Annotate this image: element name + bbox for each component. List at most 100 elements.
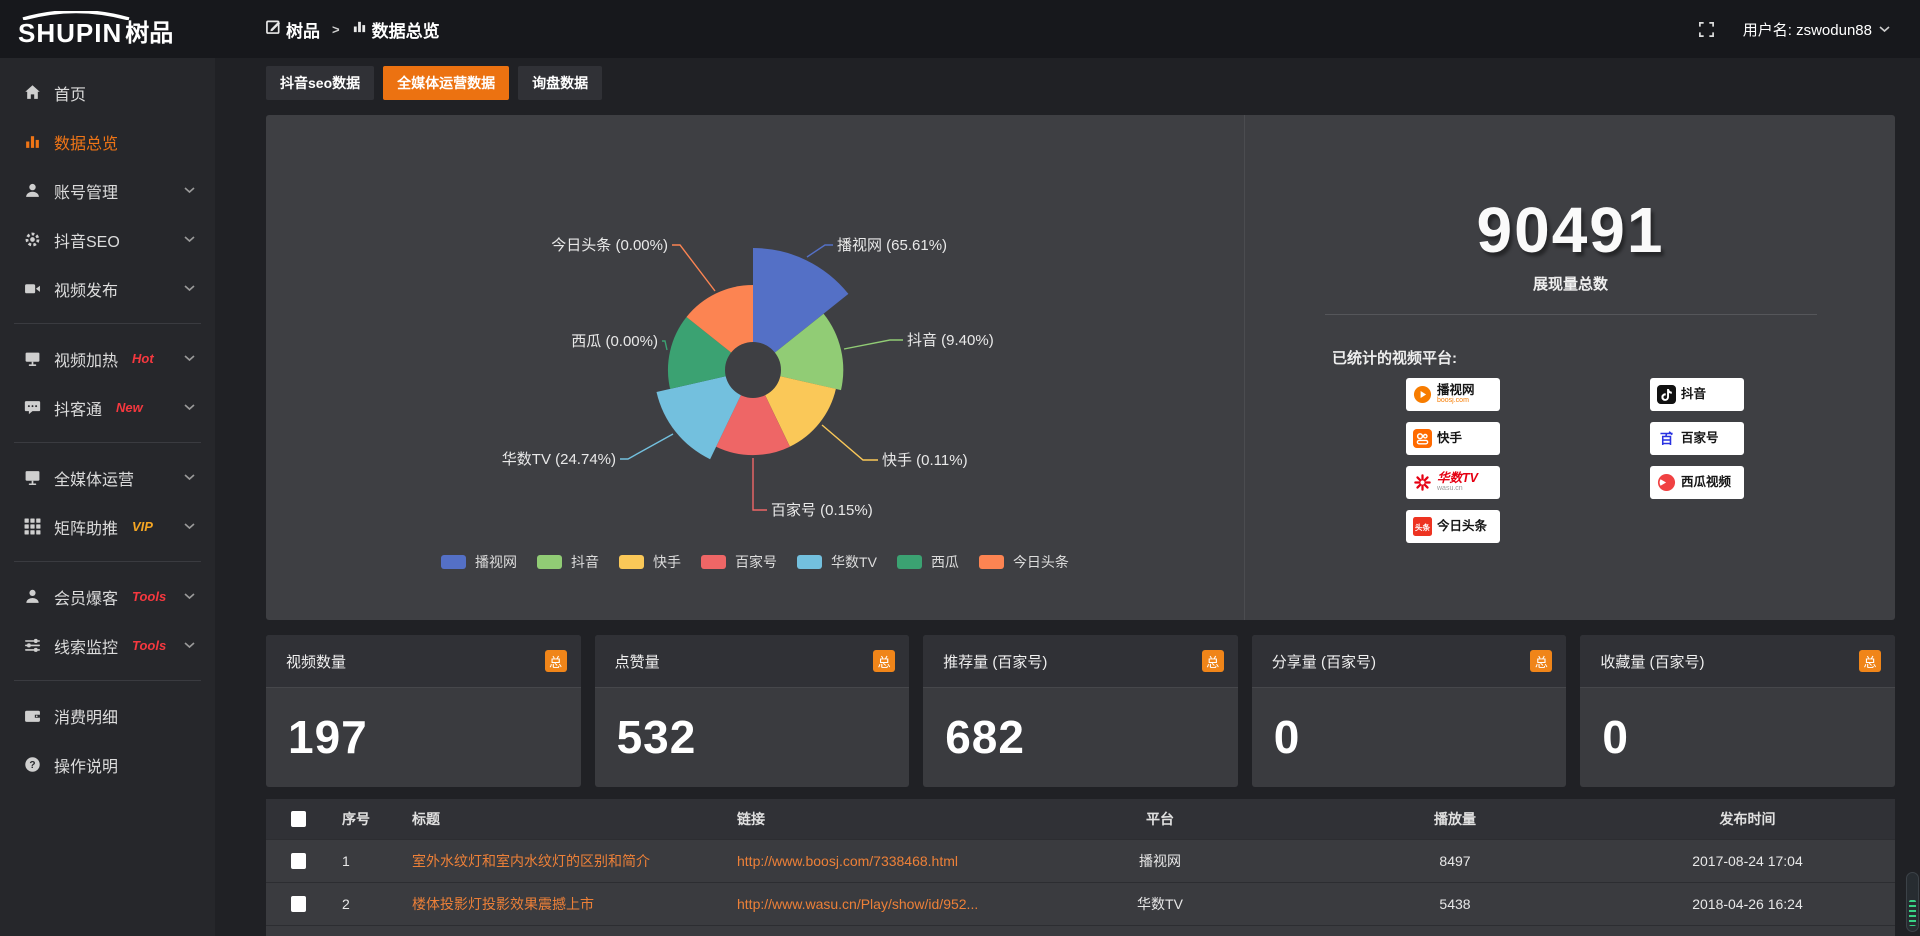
- pie-slice-1[interactable]: [753, 247, 849, 370]
- index-cell: 1: [342, 852, 350, 869]
- stat-card-value: 682: [945, 711, 1025, 763]
- app-logo[interactable]: SHUPIN 树品: [0, 11, 215, 47]
- baijiahao-logo: 百: [1657, 429, 1676, 448]
- url-link[interactable]: http://www.boosj.com/7338468.html: [737, 852, 959, 869]
- sidebar-item-8[interactable]: 全媒体运营: [0, 453, 215, 502]
- stat-card-title: 点赞量: [614, 653, 660, 671]
- platform-badge[interactable]: 快手: [1406, 422, 1500, 455]
- stat-card-value: 0: [1602, 711, 1629, 763]
- total-badge: 总: [1530, 650, 1553, 672]
- legend-item[interactable]: 华数TV: [797, 552, 877, 572]
- user-icon: [24, 182, 41, 199]
- row-checkbox[interactable]: [290, 895, 306, 912]
- playcount-cell: 8497: [1439, 852, 1471, 869]
- sidebar-item-1[interactable]: 首页: [0, 68, 215, 117]
- pie-slice-5[interactable]: [656, 370, 754, 460]
- stat-card-value: 532: [616, 711, 697, 763]
- sidebar-item-label: 消费明细: [54, 709, 119, 727]
- playcount-cell: 5438: [1439, 895, 1471, 912]
- sidebar-item-3[interactable]: 账号管理: [0, 166, 215, 215]
- platform-badge[interactable]: 播视网 boosj.com: [1406, 378, 1500, 411]
- stat-card-title: 推荐量 (百家号): [943, 653, 1048, 671]
- user-menu[interactable]: 用户名: zswodun88: [1743, 19, 1890, 40]
- select-all-cell: [266, 799, 330, 839]
- legend-swatch: [537, 555, 563, 569]
- stat-card-header: 分享量 (百家号) 总: [1251, 635, 1567, 688]
- logo-text-cn: 树品: [125, 19, 174, 47]
- sidebar-item-6[interactable]: 视频加热 Hot: [0, 334, 215, 383]
- sidebar-item-12[interactable]: 消费明细: [0, 691, 215, 740]
- total-badge: 总: [1858, 650, 1881, 672]
- platforms-title: 已统计的视频平台:: [1332, 350, 1457, 368]
- sidebar-item-13[interactable]: ? 操作说明: [0, 740, 215, 789]
- stat-card-title: 视频数量: [286, 653, 347, 671]
- column-header: 平台: [1146, 810, 1174, 827]
- row-select-cell: [266, 925, 330, 936]
- sidebar-item-tag: New: [116, 400, 143, 415]
- sidebar-divider: [14, 323, 201, 324]
- breadcrumb-current[interactable]: 数据总览: [352, 17, 440, 42]
- sidebar-item-5[interactable]: 视频发布: [0, 264, 215, 313]
- pie-slice-3[interactable]: [753, 370, 836, 447]
- sidebar-item-4[interactable]: 抖音SEO: [0, 215, 215, 264]
- title-link[interactable]: 楼体投影灯投影效果震撼上市: [412, 895, 594, 912]
- platform-cell: 华数TV: [1137, 895, 1183, 912]
- select-all-checkbox[interactable]: [290, 810, 306, 827]
- tab-1[interactable]: 抖音seo数据: [266, 66, 375, 100]
- column-header: 播放量: [1434, 810, 1476, 827]
- platform-text: 华数TV wasu.cn: [1437, 472, 1478, 493]
- stat-card-1: 视频数量 总 197: [266, 635, 581, 787]
- sidebar-item-7[interactable]: 抖客通 New: [0, 383, 215, 432]
- chevron-down-icon: [184, 187, 195, 194]
- pie-label-leader: [672, 244, 716, 292]
- row-select-cell: [266, 882, 330, 925]
- platform-subtext: wasu.cn: [1437, 485, 1463, 493]
- legend-item[interactable]: 播视网: [441, 552, 517, 572]
- fullscreen-icon[interactable]: [1698, 21, 1715, 38]
- breadcrumb-home[interactable]: 树品: [266, 17, 320, 42]
- sidebar-item-label: 矩阵助推: [54, 520, 119, 538]
- sidebar-item-10[interactable]: 会员爆客 Tools: [0, 572, 215, 621]
- sidebar-item-label: 账号管理: [54, 184, 119, 202]
- tab-3[interactable]: 询盘数据: [518, 66, 603, 100]
- chart-legend: 播视网 抖音 快手 百家号 华数TV 西瓜 今日头条: [266, 552, 1244, 572]
- url-link[interactable]: http://www.wasu.cn/Play/show/id/952...: [737, 895, 979, 912]
- title-link[interactable]: 室外水纹灯和室内水纹灯的区别和简介: [412, 852, 650, 869]
- sidebar-item-label: 数据总览: [54, 135, 119, 153]
- sidebar-item-label: 视频发布: [54, 282, 119, 300]
- sidebar-item-2[interactable]: 数据总览: [0, 117, 215, 166]
- stat-card-5: 收藏量 (百家号) 总 0: [1580, 635, 1895, 787]
- sidebar-item-label: 视频加热: [54, 352, 119, 370]
- legend-item[interactable]: 百家号: [701, 552, 777, 572]
- pie-slice-4[interactable]: [716, 370, 790, 456]
- scrollbar-thumb[interactable]: [1906, 872, 1919, 932]
- sidebar-item-9[interactable]: 矩阵助推 VIP: [0, 502, 215, 551]
- legend-item[interactable]: 西瓜: [896, 552, 959, 572]
- platform-name: 今日头条: [1437, 518, 1488, 533]
- platform-badge[interactable]: 华数TV wasu.cn: [1406, 466, 1500, 499]
- legend-item[interactable]: 抖音: [537, 552, 599, 572]
- url-link: [725, 925, 1010, 936]
- legend-item[interactable]: 快手: [619, 552, 681, 572]
- legend-item[interactable]: 今日头条: [978, 552, 1069, 572]
- stat-card-title: 分享量 (百家号): [1271, 653, 1376, 671]
- chevron-down-icon: [184, 642, 195, 649]
- pie-label: 今日头条 (0.00%): [551, 237, 668, 254]
- pie-label-leader: [806, 244, 833, 258]
- breadcrumb: 树品 > 数据总览: [266, 17, 440, 42]
- row-select-cell: [266, 839, 330, 882]
- platform-badge[interactable]: 头条 今日头条: [1406, 510, 1500, 543]
- publish-time-cell: 2018-04-26 16:24: [1692, 895, 1803, 912]
- platform-name: 百家号: [1681, 430, 1719, 445]
- row-checkbox[interactable]: [290, 852, 306, 869]
- svg-text:百: 百: [1660, 431, 1673, 446]
- bar-chart-icon: [24, 133, 41, 150]
- platform-badge[interactable]: 抖音: [1650, 378, 1744, 411]
- platform-badge[interactable]: 百百家号: [1650, 422, 1744, 455]
- tab-2[interactable]: 全媒体运营数据: [383, 66, 510, 100]
- platform-badge[interactable]: 西瓜视频: [1650, 466, 1744, 499]
- stat-cards: 视频数量总 197 点赞量总 532 推荐量 (百家号) 总 682 分享量 (百家号) 总 0 收…: [266, 635, 1895, 787]
- logo-text-en: SHUPIN: [18, 18, 123, 48]
- total-badge: 总: [873, 650, 896, 672]
- sidebar-item-11[interactable]: 线索监控 Tools: [0, 621, 215, 670]
